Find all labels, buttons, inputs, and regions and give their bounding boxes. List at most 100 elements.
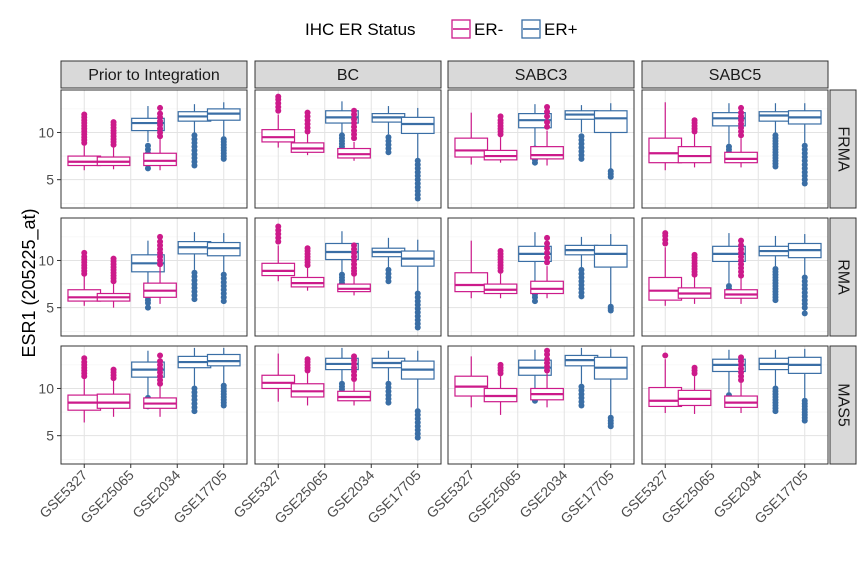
panel-frma-3 bbox=[447, 89, 635, 209]
outlier-point bbox=[544, 240, 551, 247]
iqr-box bbox=[454, 137, 489, 158]
panel-border bbox=[447, 217, 635, 337]
outlier-point bbox=[691, 117, 698, 124]
outlier-point bbox=[497, 361, 504, 368]
outlier-point bbox=[544, 259, 551, 266]
y-tick-label: 10 bbox=[38, 380, 54, 396]
legend-label: ER+ bbox=[544, 20, 578, 39]
outlier-point bbox=[157, 104, 164, 111]
outlier-point bbox=[607, 307, 614, 314]
panel-border bbox=[60, 89, 248, 209]
box-gse17705-er bbox=[400, 350, 435, 441]
outlier-point bbox=[110, 366, 117, 373]
outlier-point bbox=[544, 249, 551, 256]
iqr-box bbox=[648, 276, 683, 301]
box-gse25065-er bbox=[96, 255, 131, 308]
panel-background bbox=[255, 218, 441, 336]
iqr-box bbox=[593, 110, 628, 134]
box-gse25065-er bbox=[290, 109, 325, 156]
box-gse2034-er bbox=[143, 233, 177, 304]
outlier-point bbox=[191, 408, 198, 415]
column-strip-label: SABC3 bbox=[515, 67, 568, 84]
iqr-box bbox=[530, 146, 564, 160]
outlier-point bbox=[351, 242, 358, 249]
outlier-point bbox=[81, 249, 88, 256]
panel-background bbox=[61, 218, 247, 336]
legend-key-er-: ER+ bbox=[521, 19, 578, 39]
outlier-point bbox=[351, 107, 358, 114]
legend-key-er-: ER- bbox=[451, 19, 503, 39]
outlier-point bbox=[81, 355, 88, 362]
box-gse25065-er bbox=[677, 364, 712, 414]
box-gse25065-er bbox=[325, 101, 359, 153]
box-gse5327-er bbox=[454, 240, 489, 299]
outlier-point bbox=[772, 297, 779, 304]
box-gse25065-er bbox=[483, 361, 518, 415]
panel-border bbox=[447, 345, 635, 465]
column-strip: SABC3 bbox=[447, 60, 635, 89]
box-gse2034-er bbox=[564, 105, 599, 162]
iqr-box bbox=[593, 244, 628, 268]
row-strip: MAS5 bbox=[829, 345, 857, 465]
column-strip-label: Prior to Integration bbox=[88, 67, 220, 84]
iqr-box bbox=[261, 262, 296, 277]
panel-mas5-4 bbox=[641, 345, 829, 465]
outlier-point bbox=[157, 238, 164, 245]
box-gse5327-er bbox=[454, 112, 489, 165]
box-gse2034-er bbox=[177, 232, 212, 303]
box-gse25065-er bbox=[96, 366, 131, 417]
outlier-point bbox=[544, 245, 551, 252]
panel-frma-1 bbox=[60, 89, 248, 209]
outlier-point bbox=[691, 251, 698, 258]
outlier-point bbox=[544, 119, 551, 126]
box-gse17705-er bbox=[206, 347, 241, 409]
box-gse25065-er bbox=[677, 251, 712, 304]
iqr-box bbox=[530, 280, 564, 295]
outlier-point bbox=[110, 119, 117, 126]
iqr-box bbox=[677, 146, 712, 164]
panel-rma-2 bbox=[254, 217, 442, 337]
iqr-box bbox=[67, 289, 102, 302]
outlier-point bbox=[738, 109, 745, 116]
outlier-point bbox=[385, 278, 392, 285]
outlier-point bbox=[531, 298, 538, 305]
outlier-point bbox=[578, 155, 585, 162]
outlier-point bbox=[497, 248, 504, 255]
box-gse2034-er bbox=[143, 104, 177, 171]
row-strip-label: FRMA bbox=[835, 126, 852, 172]
box-gse25065-er bbox=[483, 113, 518, 163]
panel-border bbox=[447, 89, 635, 209]
y-tick-label: 10 bbox=[38, 252, 54, 268]
outlier-point bbox=[544, 123, 551, 130]
iqr-box bbox=[143, 152, 177, 167]
outlier-point bbox=[738, 104, 745, 111]
panel-rma-3 bbox=[447, 217, 635, 337]
legend: IHC ER Status ER- ER+ bbox=[305, 19, 578, 39]
outlier-point bbox=[275, 223, 282, 230]
box-gse25065-er bbox=[483, 248, 518, 299]
outlier-point bbox=[144, 165, 151, 172]
outlier-point bbox=[531, 159, 538, 166]
outlier-point bbox=[801, 310, 808, 317]
outlier-point bbox=[662, 230, 669, 237]
box-gse25065-er bbox=[677, 117, 712, 168]
box-gse17705-er bbox=[400, 239, 435, 331]
row-strip: FRMA bbox=[829, 89, 857, 209]
box-gse17705-er bbox=[593, 234, 628, 314]
panel-border bbox=[254, 89, 442, 209]
box-gse25065-er bbox=[290, 245, 325, 291]
panel-mas5-2 bbox=[254, 345, 442, 465]
column-strip-bg bbox=[60, 60, 248, 89]
box-gse17705-er bbox=[787, 103, 822, 187]
outlier-point bbox=[738, 354, 745, 361]
outlier-point bbox=[662, 352, 669, 359]
y-axis-title: ESR1 (205225_at) bbox=[19, 208, 40, 357]
iqr-box bbox=[454, 272, 489, 293]
y-tick-label: 5 bbox=[46, 300, 54, 316]
outlier-point bbox=[801, 180, 808, 187]
panel-mas5-3 bbox=[447, 345, 635, 465]
outlier-point bbox=[157, 110, 164, 117]
box-gse25065-er bbox=[518, 232, 552, 305]
outlier-point bbox=[544, 234, 551, 241]
